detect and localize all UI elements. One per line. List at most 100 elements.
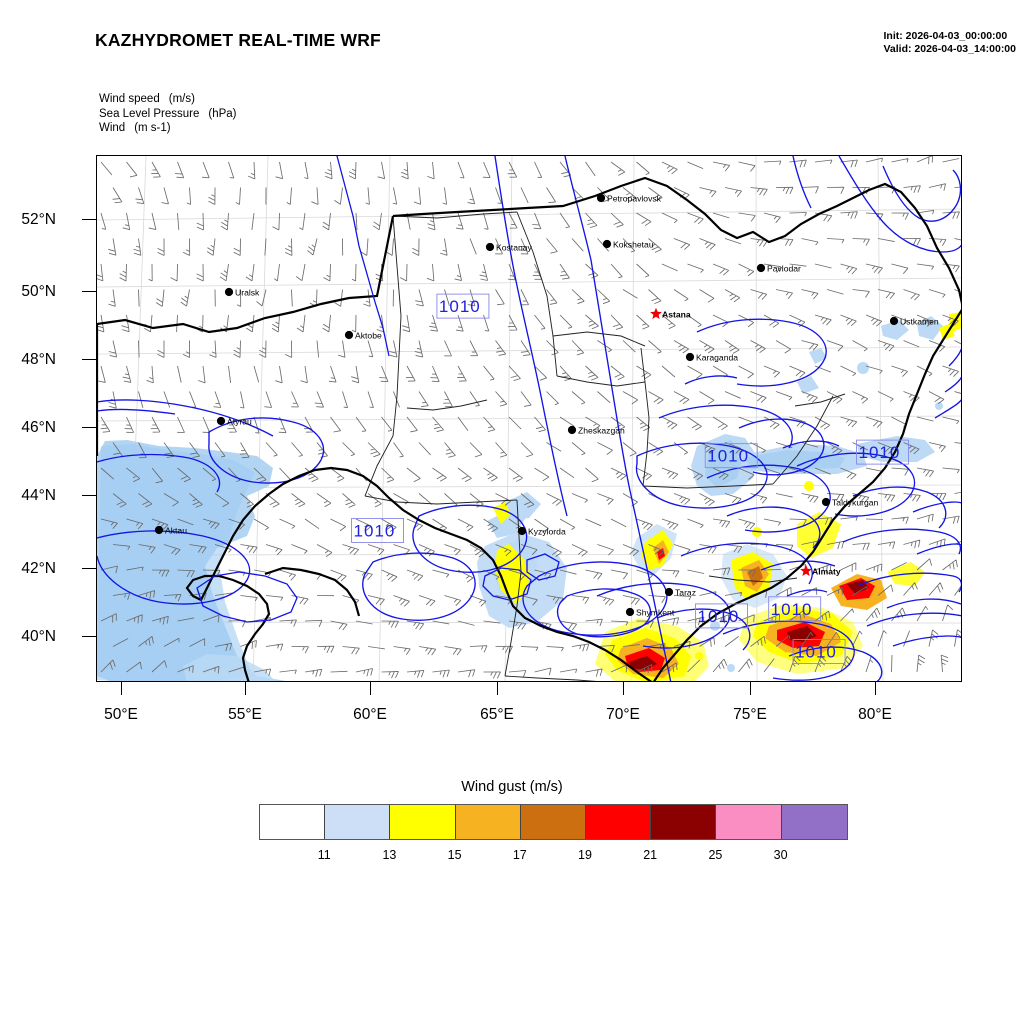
xtick-label: 70°E [606,706,640,723]
city-dot-icon [224,287,234,297]
city-marker: Atyrau [216,416,252,426]
city-label: Shymkent [636,607,675,617]
colorbar-tick-labels: 11 13 15 17 19 21 25 30 [259,848,846,868]
city-dot-icon [517,526,527,536]
colorbar-cell-5[interactable] [585,805,652,839]
city-dot-icon [596,193,606,203]
variable-row: Wind (m s-1) [99,121,237,136]
colorbar-cell-3[interactable] [455,805,521,839]
city-marker: Pavlodar [756,263,801,273]
city-dot-icon [154,525,164,535]
city-label: Astana [662,309,691,319]
colorbar-tick: 13 [382,848,397,862]
pressure-label-text: 1010 [707,447,749,466]
variable-units: (m/s) [168,93,195,105]
xtick-mark [497,682,498,695]
city-label: Kokshetau [613,239,654,249]
city-label: Pavlodar [767,263,801,273]
city-dot-icon [344,330,354,340]
ytick-mark [82,427,96,428]
xtick-label: 80°E [858,706,892,723]
ytick-label: 48°N [21,351,56,368]
city-label: Zheskazgan [578,425,625,435]
city-marker: Aktau [154,525,187,535]
colorbar-cell-0[interactable] [260,805,326,839]
colorbar-tick: 15 [447,848,462,862]
city-dot-icon [625,607,635,617]
capital-star-icon [650,307,662,319]
ytick-label: 50°N [21,283,56,300]
colorbar[interactable] [259,804,848,840]
weather-map[interactable]: 1010 1010 1010 1010 1010 1010 1010 Petropavlov… [96,155,962,682]
city-marker: Kostanay [485,242,533,252]
city-dot-icon [216,416,226,426]
city-dot-icon [889,316,899,326]
gust-fill-east [752,312,961,537]
pressure-label-group: 1010 1010 1010 1010 1010 1010 1010 [351,293,909,664]
variable-units: (m s-1) [134,122,171,134]
city-marker: Aktobe [344,330,382,340]
city-marker: Kyzylorda [517,526,566,536]
city-label: Taldykurgan [832,497,879,507]
city-marker: Uralsk [224,287,260,297]
ytick-label: 52°N [21,211,56,228]
wind-barbs [97,156,961,679]
pressure-label: 1010 [436,293,490,319]
colorbar-cell-1[interactable] [325,805,391,839]
pressure-label: 1010 [351,517,404,543]
variable-row: Sea Level Pressure (hPa) [99,107,237,122]
city-label: Taraz [675,587,696,597]
xtick-mark [121,682,122,695]
colorbar-tick: 25 [708,848,723,862]
city-marker: Zheskazgan [567,425,625,435]
pressure-label: 1010 [704,443,758,469]
xtick-label: 60°E [353,706,387,723]
city-dot-icon [485,242,495,252]
variable-name: Wind [99,122,126,134]
colorbar-tick: 17 [512,848,527,862]
colorbar-cell-8[interactable] [781,805,847,839]
pressure-label: 1010 [856,439,909,465]
city-label: Uralsk [235,287,260,297]
colorbar-tick: 21 [643,848,658,862]
city-dot-icon [664,587,674,597]
pressure-label: 1010 [792,639,846,664]
map-canvas: 1010 1010 1010 1010 1010 1010 1010 Petropavlov… [97,156,961,681]
city-marker: Taraz [664,587,696,597]
xtick-mark [750,682,751,695]
city-marker: Kokshetau [602,239,654,249]
city-marker: Almaty [800,564,841,576]
city-marker: Ustkamen [889,316,939,326]
variable-units: (hPa) [208,107,237,120]
colorbar-cell-4[interactable] [520,805,586,839]
ytick-mark [82,291,96,292]
slp-isobars [97,156,961,681]
city-markers-group: Petropavlovsk Kostanay Kokshetau Pavlodar Ur… [154,193,939,617]
capital-star-icon [800,564,812,576]
xtick-label: 65°E [480,706,514,723]
gust-fill-kyzylorda [477,492,567,628]
ytick-label: 42°N [21,560,56,577]
ytick-mark [82,568,96,569]
colorbar-cell-6[interactable] [651,805,717,839]
xtick-label: 55°E [228,706,262,723]
xtick-mark [370,682,371,695]
valid-time: Valid: 2026-04-03_14:00:00 [883,43,1016,55]
colorbar-cell-7[interactable] [716,805,782,839]
city-dot-icon [602,239,612,249]
city-marker: Shymkent [625,607,675,617]
gust-fill-southeast [595,512,925,681]
city-dot-icon [567,425,577,435]
pressure-label-text: 1010 [858,443,900,462]
xtick-label: 75°E [733,706,767,723]
wind-barb-paths [97,156,961,679]
pressure-label: 1010 [695,603,748,629]
xtick-mark [875,682,876,695]
variable-list: Wind speed (m/s) Sea Level Pressure (hPa) … [99,92,237,136]
variable-row: Wind speed (m/s) [99,92,237,107]
xtick-mark [623,682,624,695]
colorbar-cell-2[interactable] [390,805,456,839]
ytick-mark [82,495,96,496]
pressure-label-text: 1010 [697,607,739,626]
city-dot-icon [821,497,831,507]
